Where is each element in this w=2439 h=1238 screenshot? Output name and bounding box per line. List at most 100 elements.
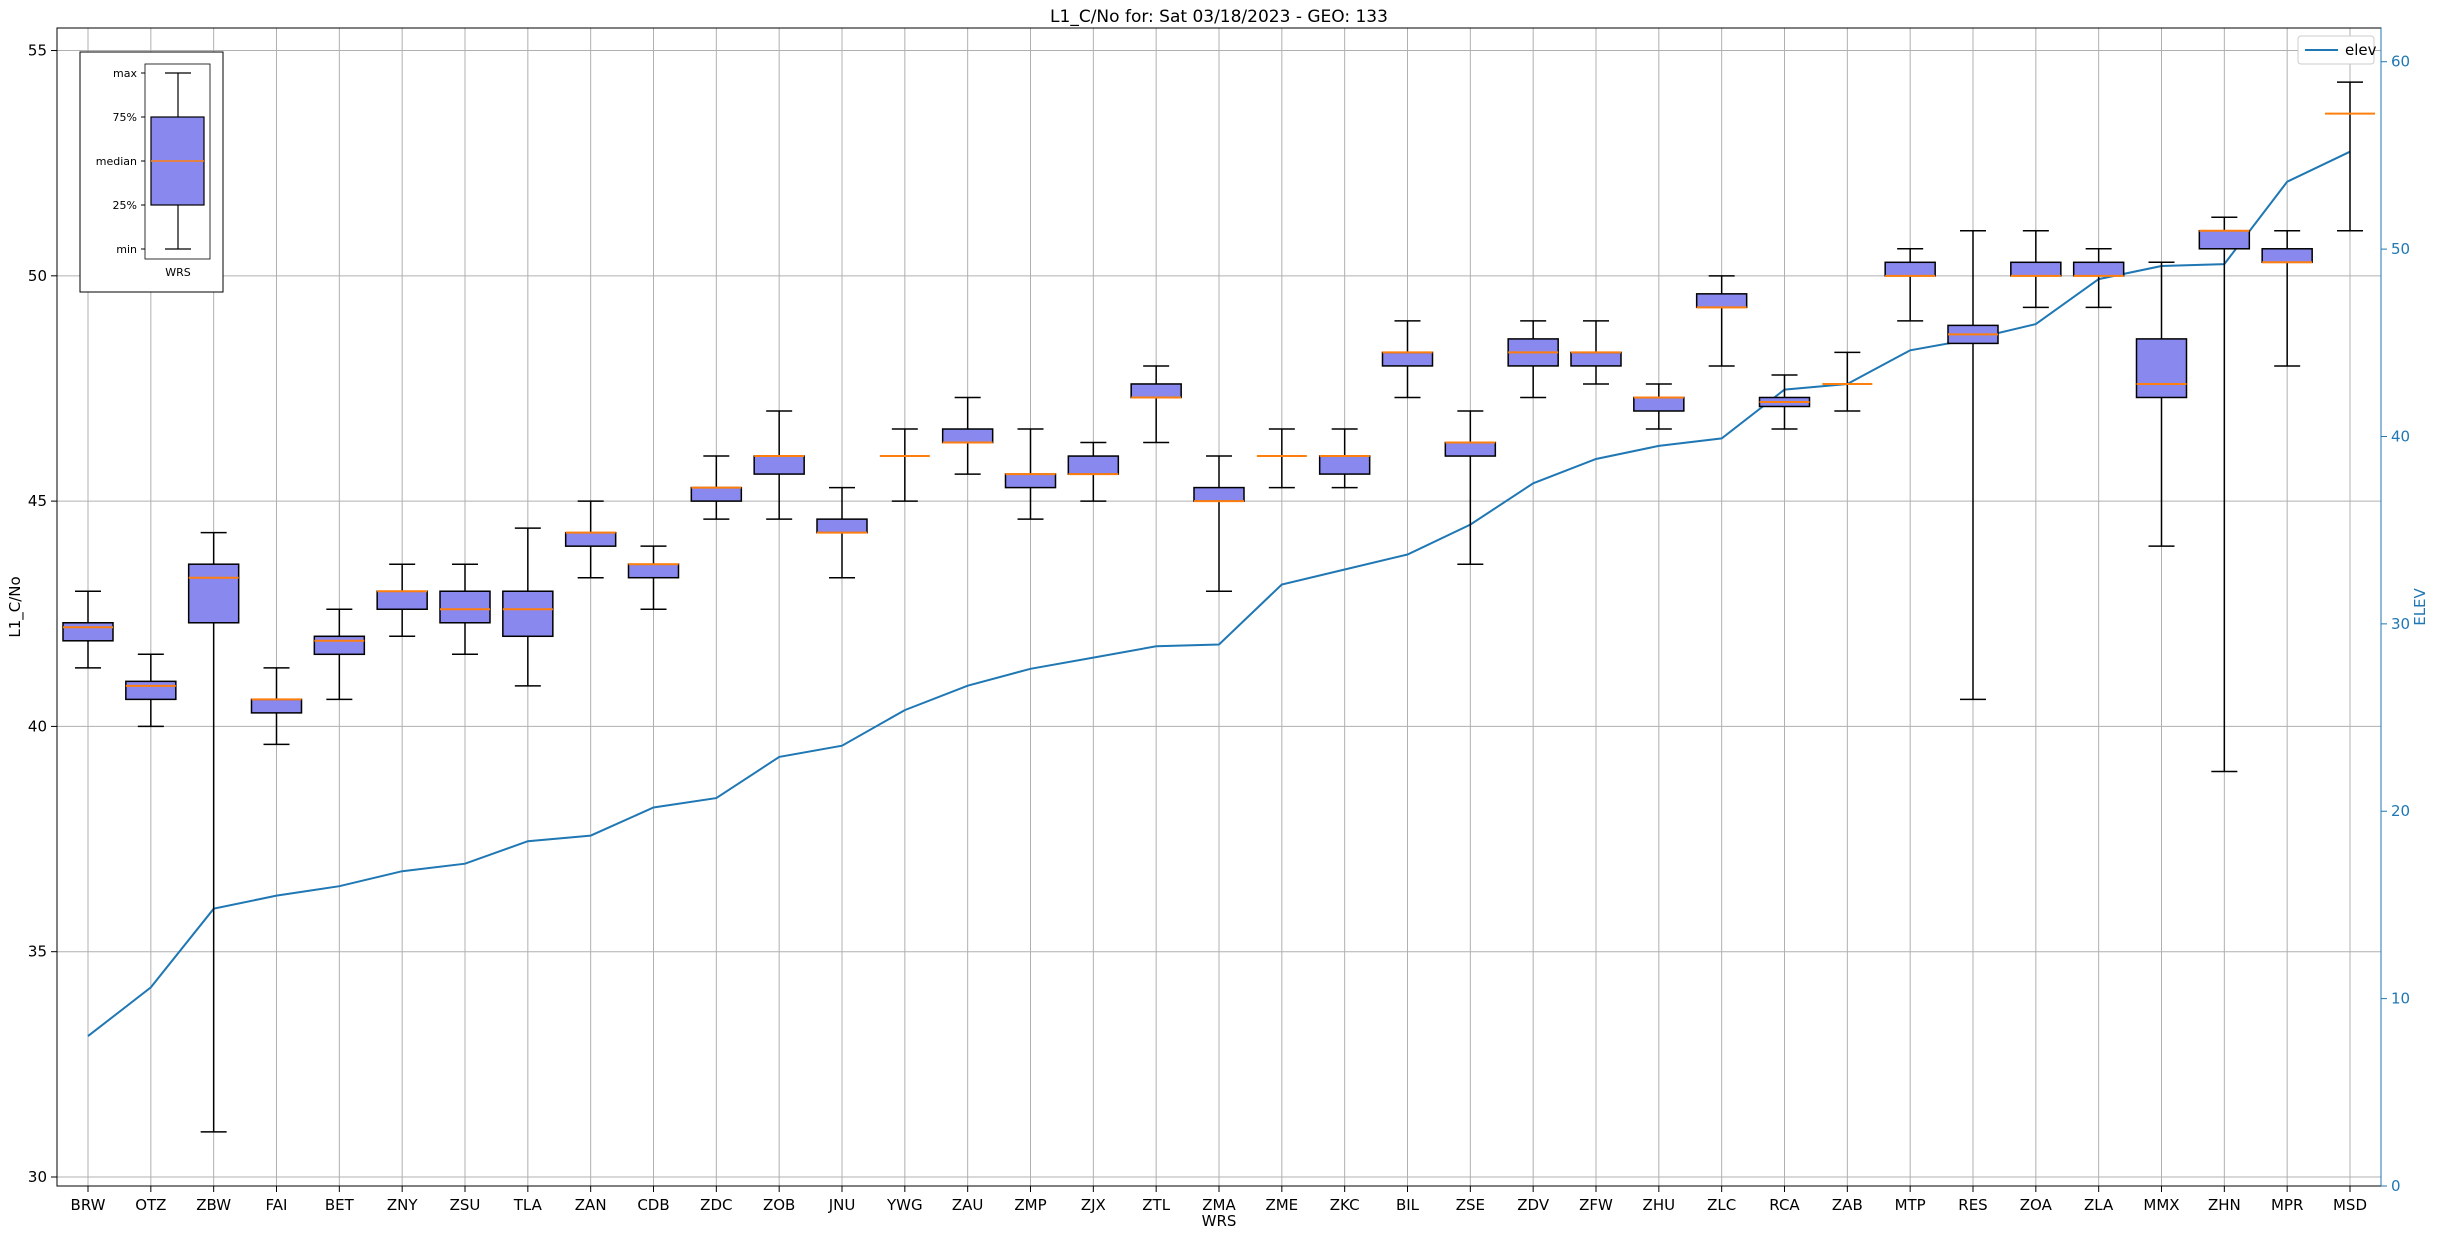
box-zhu [1633, 383, 1685, 430]
legend: elev [2297, 35, 2377, 65]
x-tick-label: ZDC [700, 1196, 732, 1214]
box-zkc [1318, 428, 1371, 489]
x-tick-label: ZTL [1142, 1196, 1170, 1214]
x-tick-label: BET [325, 1196, 355, 1214]
x-tick-label: ZAN [575, 1196, 607, 1214]
box-msd [2325, 81, 2375, 232]
x-tick-label: YWG [886, 1196, 923, 1214]
iqr-box [1381, 351, 1434, 367]
box-series [62, 81, 2375, 1133]
legend-entry-elev: elev [2345, 41, 2377, 59]
iqr-box [1130, 383, 1182, 399]
inset-label-min: min [116, 243, 137, 256]
iqr-box [627, 563, 680, 579]
box-zoa [2010, 230, 2062, 309]
x-tick-label: ZLC [1707, 1196, 1736, 1214]
box-zhn [2198, 216, 2251, 773]
x-axis: BRW OTZ ZBW FAI BET ZNY ZSU TLA ZAN CDB ZDC ZOB JNU Y… [71, 1186, 2367, 1214]
iqr-box [816, 518, 868, 534]
x-tick-label: ZDV [1517, 1196, 1550, 1214]
iqr-box [313, 635, 366, 656]
x-tick-label: CDB [637, 1196, 669, 1214]
box-zdv [1507, 320, 1559, 399]
box-bet [313, 608, 366, 701]
y2-tick-label: 10 [2391, 990, 2410, 1008]
x-tick-label: MTP [1895, 1196, 1926, 1214]
box-zbw [187, 531, 240, 1133]
box-mtp [1884, 248, 1936, 322]
x-tick-label: ZOB [763, 1196, 795, 1214]
y-axis-title: L1_C/No [6, 576, 25, 637]
x-tick-label: ZMP [1014, 1196, 1046, 1214]
x-tick-label: ZJX [1081, 1196, 1106, 1214]
box-zsu [439, 563, 491, 656]
iqr-box [62, 622, 114, 642]
x-tick-label: ZHU [1643, 1196, 1676, 1214]
box-tla [502, 527, 554, 687]
x-tick-label: FAI [266, 1196, 288, 1214]
box-zlc [1695, 275, 1748, 367]
y2-tick-label: 40 [2391, 427, 2410, 445]
y-axis-right: 0 10 20 30 40 50 60 [2380, 28, 2410, 1195]
x-tick-label: ZAB [1832, 1196, 1863, 1214]
x-tick-label: ZSU [450, 1196, 481, 1214]
box-fai [250, 667, 303, 746]
iqr-box [2135, 338, 2188, 399]
y2-tick-label: 30 [2391, 615, 2410, 633]
iqr-box [2010, 261, 2062, 277]
box-zjx [1067, 441, 1120, 502]
box-rca [1758, 374, 1811, 430]
x-tick-label: ZFW [1579, 1196, 1613, 1214]
inset-label-median: median [96, 155, 137, 168]
iqr-box [1067, 455, 1120, 475]
x-tick-label: ZBW [196, 1196, 231, 1214]
x-tick-label: MSD [2333, 1196, 2367, 1214]
box-zau [941, 396, 994, 475]
x-tick-label: RES [1958, 1196, 1987, 1214]
y-tick-label: 45 [28, 492, 47, 510]
iqr-box [1633, 396, 1685, 412]
y-tick-label: 35 [28, 943, 47, 961]
x-tick-label: ZSE [1456, 1196, 1485, 1214]
iqr-box [1884, 261, 1936, 277]
box-ywg [879, 428, 930, 502]
iqr-box [564, 531, 617, 547]
inset-label-max: max [113, 67, 137, 80]
iqr-box [1695, 293, 1748, 309]
box-zla [2072, 248, 2125, 309]
iqr-box [1318, 455, 1371, 475]
box-zan [564, 500, 617, 579]
x-tick-label: BIL [1396, 1196, 1420, 1214]
x-tick-label: ZMA [1202, 1196, 1236, 1214]
box-cdb [627, 545, 680, 611]
iqr-box [439, 590, 491, 624]
iqr-box [1444, 441, 1497, 457]
box-mmx [2135, 261, 2188, 547]
box-zab [1822, 351, 1873, 412]
x-tick-label: OTZ [135, 1196, 166, 1214]
chart-title: L1_C/No for: Sat 03/18/2023 - GEO: 133 [1050, 7, 1388, 27]
x-tick-label: ZLA [2084, 1196, 2114, 1214]
x-tick-label: TLA [513, 1196, 543, 1214]
iqr-box [2198, 230, 2251, 250]
iqr-box [941, 428, 994, 444]
iqr-box [753, 455, 805, 475]
x-tick-label: ZAU [952, 1196, 984, 1214]
y-axis-left: 30 35 40 45 50 55 [28, 42, 57, 1186]
iqr-box [690, 486, 743, 502]
y2-axis-title: ELEV [2411, 587, 2429, 625]
x-tick-label: ZOA [2020, 1196, 2053, 1214]
x-tick-label: MPR [2271, 1196, 2303, 1214]
box-res [1947, 230, 1999, 701]
y2-tick-label: 20 [2391, 802, 2410, 820]
box-key-inset: max 75% median 25% min WRS [79, 51, 224, 293]
y2-tick-label: 50 [2391, 240, 2410, 258]
box-zny [376, 563, 428, 638]
y-tick-label: 50 [28, 267, 47, 285]
iqr-box [502, 590, 554, 638]
y-tick-label: 55 [28, 42, 47, 60]
box-mpr [2261, 230, 2313, 367]
y2-tick-label: 60 [2391, 53, 2410, 71]
box-zfw [1570, 320, 1622, 385]
